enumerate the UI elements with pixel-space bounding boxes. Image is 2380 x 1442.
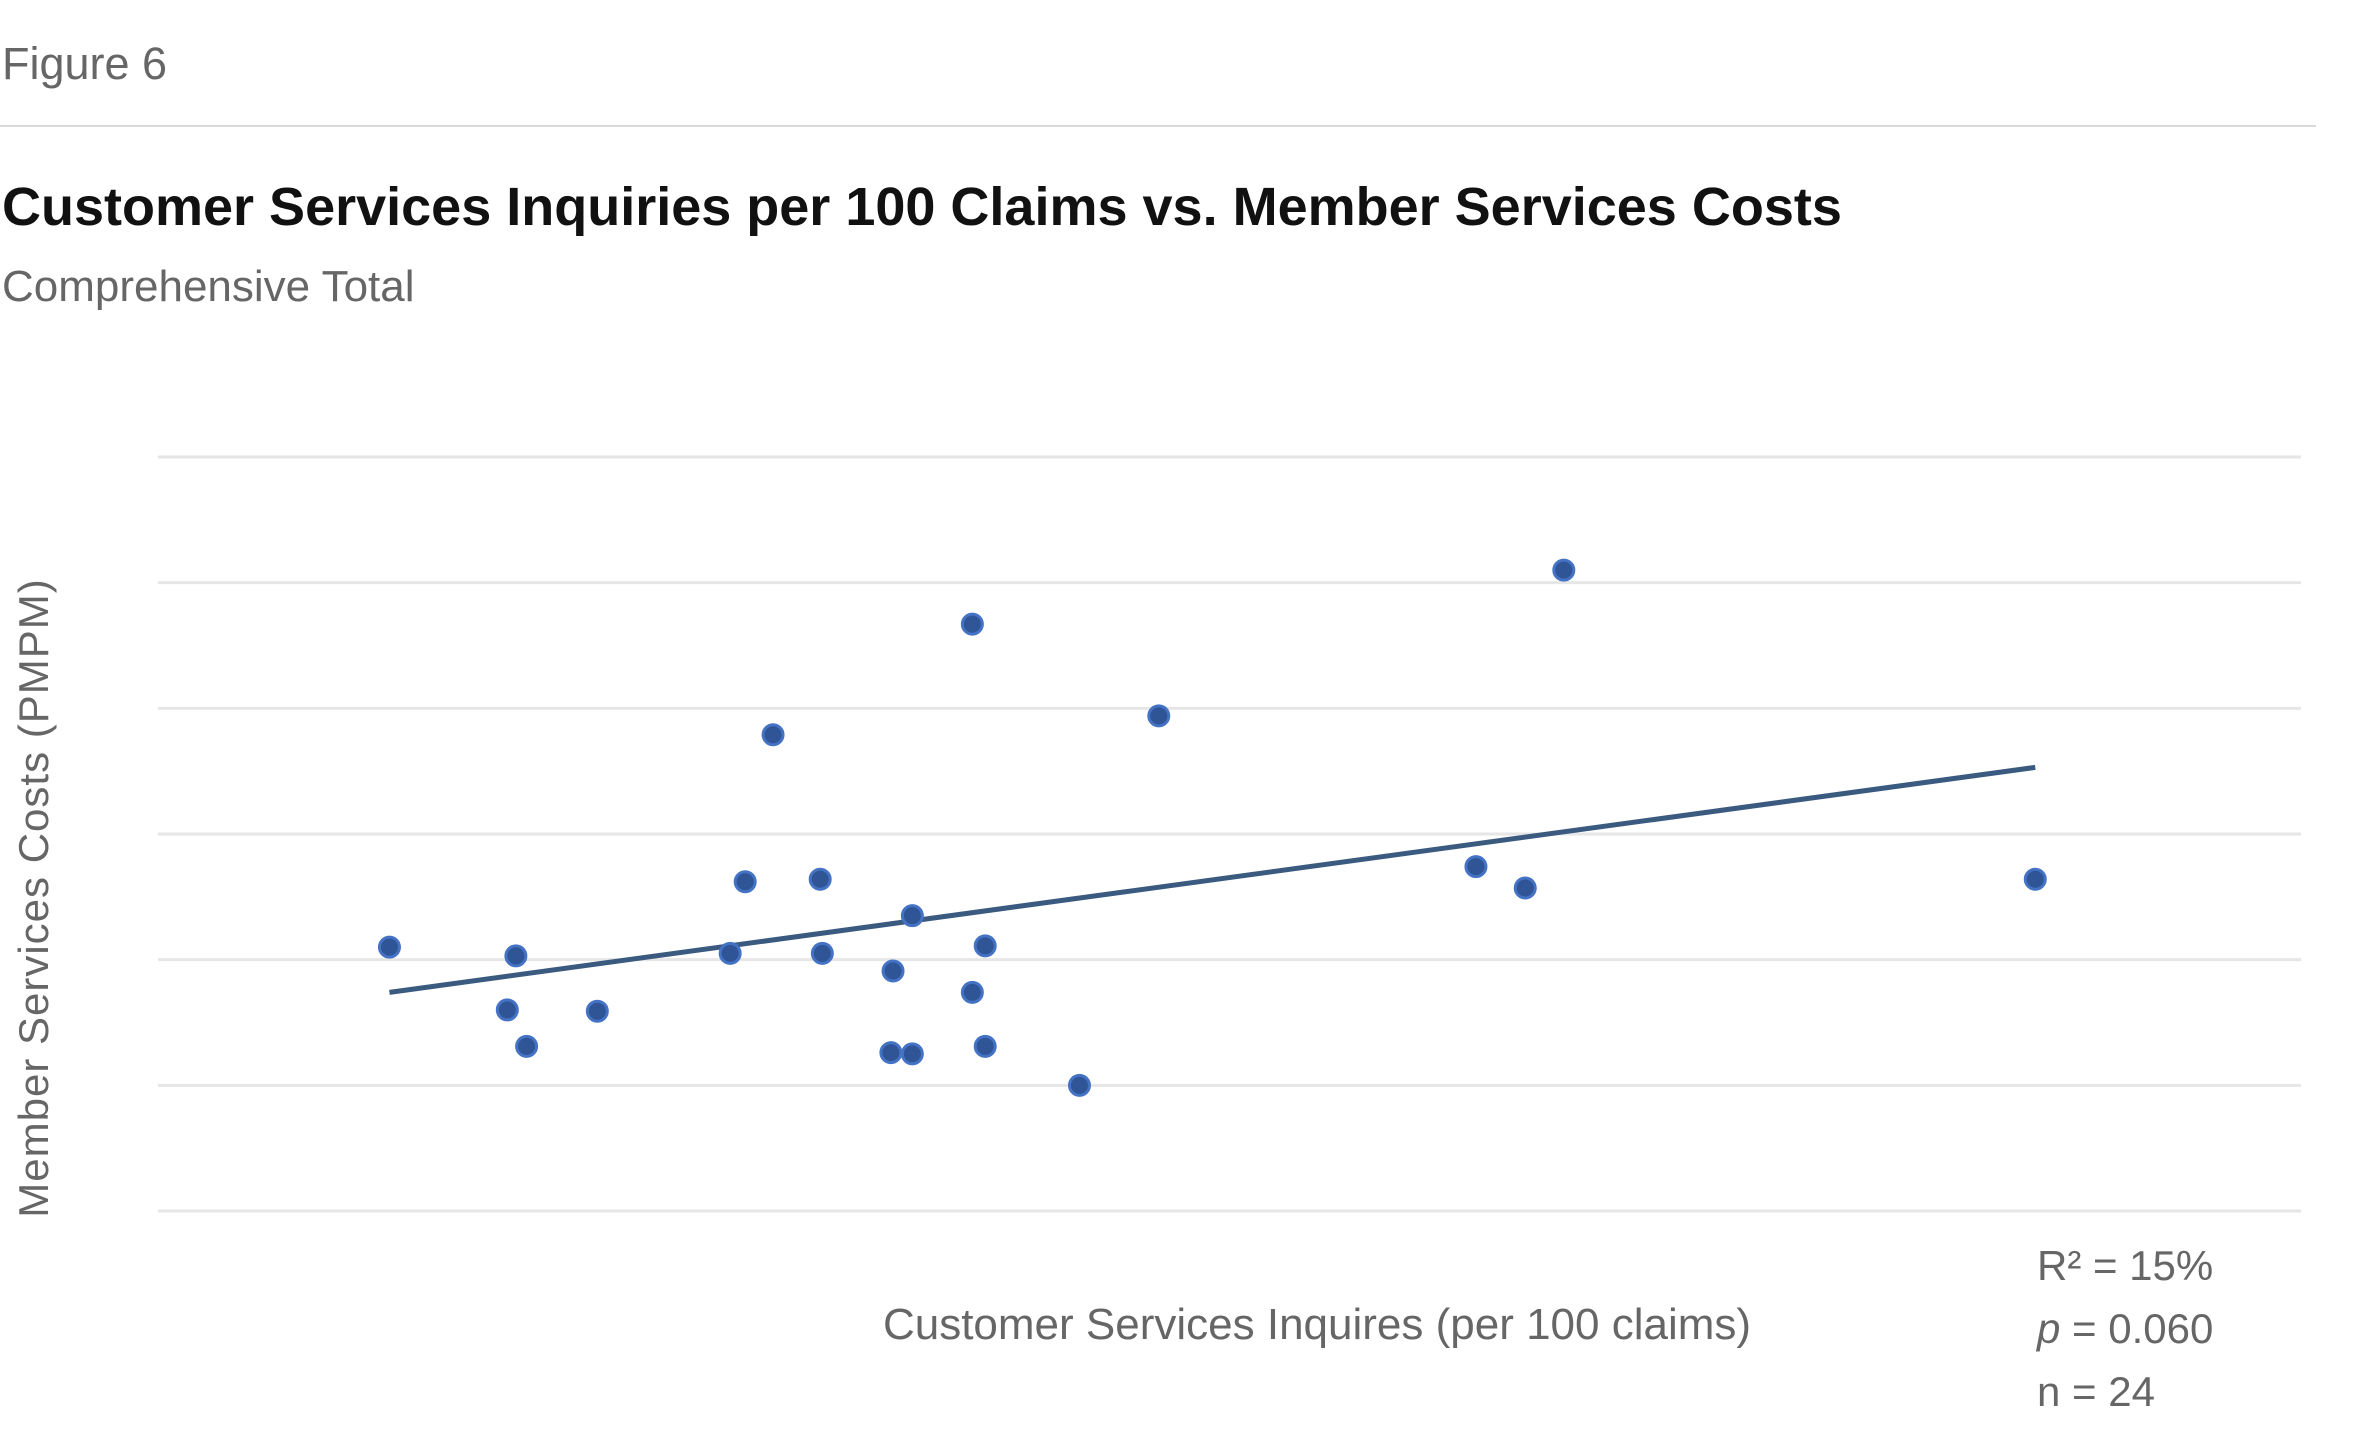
data-point — [900, 904, 924, 928]
data-point — [973, 1034, 997, 1058]
chart-subtitle: Comprehensive Total — [2, 262, 415, 311]
trendline-group — [389, 764, 2036, 995]
data-point — [377, 935, 401, 959]
p-value: = 0.060 — [2060, 1305, 2214, 1352]
data-point — [515, 1034, 539, 1058]
data-point — [1464, 855, 1488, 879]
data-point — [1067, 1073, 1091, 1097]
data-point — [900, 1042, 924, 1066]
data-point — [504, 944, 528, 968]
data-point — [733, 870, 757, 894]
data-point — [879, 1041, 903, 1065]
trendline — [389, 764, 2036, 995]
data-point — [718, 941, 742, 965]
chart-title: Customer Services Inquiries per 100 Clai… — [2, 177, 1842, 237]
data-point — [585, 999, 609, 1023]
p-value-stat: p = 0.060 — [2037, 1305, 2213, 1353]
data-point — [2023, 867, 2047, 891]
figure-label: Figure 6 — [2, 38, 168, 89]
y-axis-label: Member Services Costs (PMPM) — [10, 578, 57, 1218]
data-point — [1552, 558, 1576, 582]
data-point — [960, 980, 984, 1004]
r-squared-stat: R² = 15% — [2037, 1242, 2214, 1289]
n-stat: n = 24 — [2037, 1368, 2155, 1415]
x-axis-label: Customer Services Inquires (per 100 clai… — [882, 1300, 1752, 1349]
p-symbol: p — [2037, 1305, 2061, 1352]
data-point — [1147, 704, 1171, 728]
gridlines — [158, 455, 2301, 1213]
data-point — [881, 959, 905, 983]
data-point — [808, 867, 832, 891]
data-point — [495, 998, 519, 1022]
data-point — [761, 723, 785, 747]
data-point — [960, 612, 984, 636]
data-point — [1513, 876, 1537, 900]
data-point — [973, 934, 997, 958]
data-point — [810, 941, 834, 965]
points-group — [377, 558, 2047, 1097]
divider — [0, 125, 2316, 127]
